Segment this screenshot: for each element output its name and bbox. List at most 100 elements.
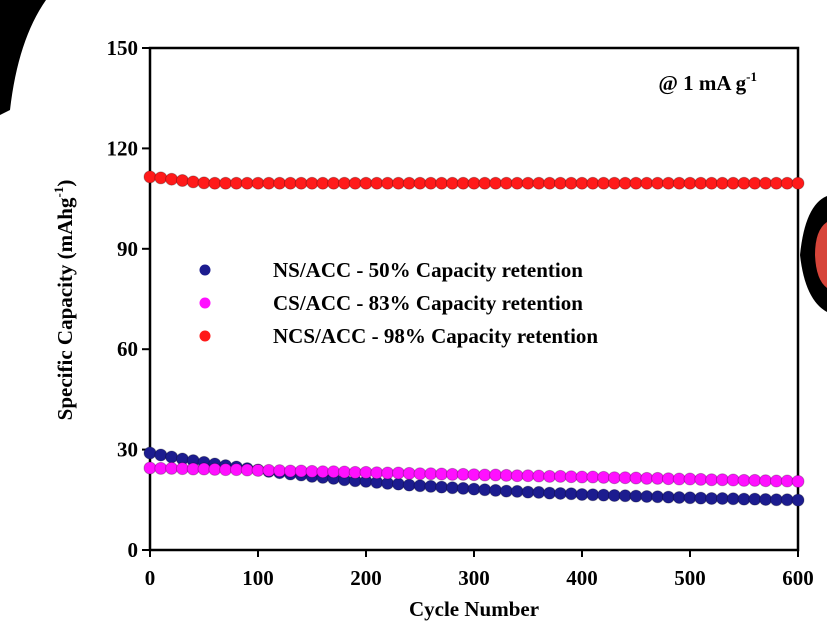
data-point	[651, 176, 665, 190]
data-point	[294, 464, 308, 478]
data-point	[273, 176, 287, 190]
x-tick-label: 0	[145, 566, 156, 590]
data-point	[791, 474, 805, 488]
data-point	[240, 463, 254, 477]
data-point	[672, 490, 686, 504]
decoration	[815, 222, 827, 288]
data-point	[791, 176, 805, 190]
data-point	[726, 176, 740, 190]
data-point	[381, 176, 395, 190]
data-point	[629, 471, 643, 485]
y-tick-label: 120	[107, 136, 139, 160]
data-point	[661, 176, 675, 190]
y-tick-label: 150	[107, 36, 139, 60]
data-point	[759, 474, 773, 488]
data-point	[424, 176, 438, 190]
legend-marker	[199, 297, 211, 309]
data-point	[175, 462, 189, 476]
data-point	[143, 461, 157, 475]
data-point	[359, 465, 373, 479]
data-point	[726, 492, 740, 506]
data-point	[553, 469, 567, 483]
data-point	[478, 483, 492, 497]
y-axis-label: Specific Capacity (mAhg-1)	[51, 180, 77, 421]
data-point	[769, 493, 783, 507]
data-point	[640, 176, 654, 190]
data-point	[456, 176, 470, 190]
data-point	[413, 479, 427, 493]
data-point	[478, 176, 492, 190]
data-point	[726, 473, 740, 487]
x-axis-label: Cycle Number	[409, 597, 539, 621]
data-point	[478, 468, 492, 482]
data-point	[445, 481, 459, 495]
data-point	[262, 176, 276, 190]
data-point	[715, 491, 729, 505]
data-point	[240, 176, 254, 190]
data-point	[694, 472, 708, 486]
x-tick-label: 400	[566, 566, 598, 590]
data-point	[435, 176, 449, 190]
y-tick-label: 0	[128, 538, 139, 562]
data-point	[391, 176, 405, 190]
data-point	[618, 471, 632, 485]
data-point	[370, 466, 384, 480]
data-point	[607, 488, 621, 502]
data-point	[521, 176, 535, 190]
data-point	[532, 469, 546, 483]
data-point	[553, 486, 567, 500]
data-point	[327, 465, 341, 479]
data-point	[154, 461, 168, 475]
data-point	[683, 472, 697, 486]
data-point	[456, 467, 470, 481]
data-point	[705, 491, 719, 505]
data-point	[348, 176, 362, 190]
data-point	[186, 462, 200, 476]
x-tick-label: 300	[458, 566, 490, 590]
data-point	[391, 477, 405, 491]
data-point	[402, 478, 416, 492]
data-point	[305, 464, 319, 478]
data-point	[543, 176, 557, 190]
data-point	[456, 481, 470, 495]
data-point	[165, 172, 179, 186]
legend-marker	[199, 330, 211, 342]
data-point	[197, 176, 211, 190]
data-point	[748, 492, 762, 506]
data-point	[586, 470, 600, 484]
data-point	[521, 485, 535, 499]
data-point	[381, 466, 395, 480]
data-point	[705, 473, 719, 487]
data-point	[283, 464, 297, 478]
data-point	[597, 488, 611, 502]
data-point	[575, 470, 589, 484]
data-point	[154, 448, 168, 462]
data-point	[532, 176, 546, 190]
data-point	[348, 465, 362, 479]
data-point	[683, 491, 697, 505]
data-point	[337, 176, 351, 190]
data-point	[262, 463, 276, 477]
data-point	[413, 176, 427, 190]
data-point	[316, 176, 330, 190]
data-point	[597, 176, 611, 190]
data-point	[391, 466, 405, 480]
data-point	[489, 483, 503, 497]
data-point	[651, 471, 665, 485]
data-point	[251, 463, 265, 477]
data-point	[316, 465, 330, 479]
data-point	[564, 487, 578, 501]
data-point	[467, 176, 481, 190]
data-point	[575, 176, 589, 190]
data-point	[672, 176, 686, 190]
data-point	[553, 176, 567, 190]
data-point	[543, 469, 557, 483]
data-point	[769, 474, 783, 488]
data-point	[510, 176, 524, 190]
data-point	[435, 467, 449, 481]
y-tick-label: 90	[117, 237, 138, 261]
data-point	[435, 480, 449, 494]
data-point	[769, 176, 783, 190]
data-point	[586, 488, 600, 502]
data-point	[791, 493, 805, 507]
